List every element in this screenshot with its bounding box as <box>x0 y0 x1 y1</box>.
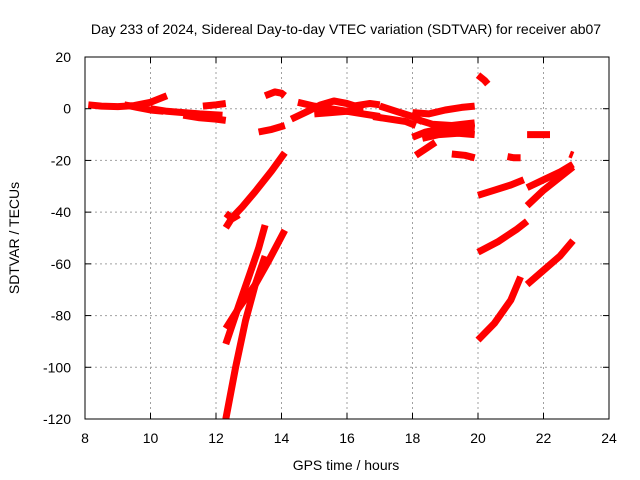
series-track-20 <box>475 72 491 87</box>
series-track-16 <box>411 124 475 141</box>
x-axis: 8 10 12 14 16 18 20 22 24 <box>81 57 617 446</box>
y-tick-label: -120 <box>43 411 71 427</box>
series-track-07 <box>257 122 286 136</box>
y-tick-label: -60 <box>51 256 71 272</box>
x-tick-label: 8 <box>81 430 89 446</box>
x-tick-label: 22 <box>536 430 552 446</box>
series-track-33 <box>222 224 269 346</box>
y-tick-label: -40 <box>51 204 71 220</box>
x-tick-label: 16 <box>339 430 355 446</box>
series-layer <box>87 72 576 420</box>
x-tick-label: 10 <box>143 430 159 446</box>
series-track-06 <box>263 88 287 100</box>
x-tick-label: 18 <box>405 430 421 446</box>
x-tick-label: 14 <box>274 430 290 446</box>
chart-title: Day 233 of 2024, Sidereal Day-to-day VTE… <box>91 21 601 37</box>
series-track-10 <box>314 106 364 118</box>
series-track-11 <box>352 100 381 110</box>
series-track-19 <box>451 150 476 162</box>
series-track-17 <box>421 129 475 142</box>
y-tick-label: -80 <box>51 308 71 324</box>
series-track-34 <box>222 254 269 420</box>
y-axis-label: SDTVAR / TECUs <box>6 182 22 294</box>
x-tick-label: 24 <box>601 430 617 446</box>
series-track-28 <box>524 238 576 288</box>
series-track-03 <box>149 105 223 119</box>
series-track-18 <box>413 139 438 159</box>
series-track-31 <box>223 210 241 223</box>
y-axis: 20 0 -20 -40 -60 -80 -100 -120 <box>43 49 609 427</box>
y-tick-label: -100 <box>43 359 71 375</box>
y-tick-label: 20 <box>55 49 71 65</box>
series-track-05 <box>202 100 227 110</box>
series-track-04 <box>182 111 227 124</box>
y-tick-label: 0 <box>63 101 71 117</box>
series-track-15 <box>414 115 476 129</box>
series-track-14 <box>412 102 476 118</box>
series-track-13 <box>372 113 418 129</box>
series-track-22 <box>506 153 521 162</box>
series-track-23 <box>568 150 575 159</box>
x-tick-label: 12 <box>208 430 224 446</box>
x-tick-label: 20 <box>470 430 486 446</box>
x-axis-label: GPS time / hours <box>293 457 400 473</box>
y-tick-label: -20 <box>51 152 71 168</box>
series-track-29 <box>475 275 524 343</box>
series-track-09 <box>289 97 365 123</box>
series-track-26 <box>524 164 576 209</box>
series-track-24 <box>476 176 526 199</box>
series-track-27 <box>476 218 530 256</box>
